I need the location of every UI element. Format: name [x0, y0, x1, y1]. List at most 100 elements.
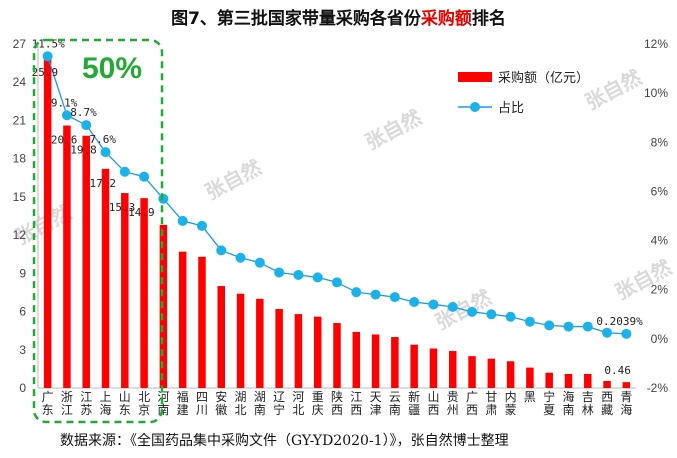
bar-data-label: 20.6: [51, 134, 78, 147]
share-point-陕西: [332, 277, 342, 288]
x-tick-label: 新疆: [408, 389, 420, 417]
x-tick-label: 陕西: [331, 389, 343, 417]
y-right-tick-label: 2%: [651, 283, 669, 297]
bar-海南: [564, 373, 573, 388]
x-tick-label: 山西: [427, 390, 439, 417]
share-point-广东: [42, 51, 53, 62]
bar-data-label: 17.2: [90, 177, 117, 190]
share-point-湖南: [254, 257, 265, 268]
chart-title: 图7、第三批国家带量采购各省份采购额排名: [0, 4, 677, 29]
x-tick-label: 湖北: [235, 389, 247, 417]
bar-广东: [43, 58, 52, 388]
bar-北京: [140, 198, 148, 388]
x-tick-label: 江苏: [80, 390, 92, 417]
share-point-山西: [428, 299, 439, 310]
x-tick-label: 山东: [119, 390, 131, 417]
bar-河南: [159, 224, 168, 388]
share-point-四川: [196, 220, 207, 231]
x-tick-label: 福建: [177, 389, 189, 417]
x-tick-label: 河南: [157, 390, 169, 417]
watermark-text: 张自然: [361, 105, 425, 154]
bar-浙江: [63, 125, 71, 388]
x-tick-label: 北京: [138, 390, 150, 417]
bar-湖南: [256, 298, 264, 388]
y-left-tick-label: 27: [13, 37, 27, 51]
legend-bar-label: 采购额（亿元）: [498, 70, 589, 86]
share-point-内蒙: [505, 311, 516, 322]
y-left-tick-label: 15: [13, 190, 27, 204]
y-left-tick-label: 0: [19, 381, 26, 395]
bar-青海: [622, 382, 631, 388]
bar-陕西: [333, 323, 341, 388]
y-right-tick-label: -2%: [647, 381, 669, 395]
right-y-axis: -2% 0% 2% 4% 6% 8% 10% 12%: [644, 37, 668, 395]
x-tick-label: 云南: [389, 390, 401, 417]
legend-line-marker: [470, 102, 480, 112]
share-point-海南: [563, 321, 574, 332]
watermark-text: 张自然: [611, 255, 675, 304]
share-point-云南: [389, 292, 400, 303]
share-point-河南: [158, 193, 169, 204]
x-tick-label: 甘肃: [485, 390, 497, 417]
bar-江西: [352, 331, 361, 388]
legend-bar-swatch: [458, 72, 492, 82]
bar-data-label: 19.8: [70, 144, 97, 157]
watermark-text: 张自然: [581, 65, 645, 114]
share-point-山东: [119, 166, 130, 177]
share-point-贵州: [447, 301, 458, 312]
x-axis-ticks: 广东浙江江苏上海山东北京河南福建四川安徽湖北湖南辽宁河北重庆陕西江西天津云南新疆…: [42, 389, 633, 417]
bar-series: [43, 58, 631, 388]
bar-data-label: 25.9: [32, 66, 59, 79]
bar-黑龙: [526, 367, 534, 388]
line-series: [42, 51, 632, 339]
bar-重庆: [313, 316, 322, 388]
bar-内蒙: [506, 361, 515, 388]
bar-四川: [198, 256, 206, 388]
title-highlight: 采购额: [420, 9, 472, 29]
y-left-tick-label: 21: [13, 113, 27, 127]
legend: 采购额（亿元） 占比: [458, 70, 589, 116]
annotation-50-percent: 50%: [82, 52, 142, 85]
bar-湖北: [236, 293, 245, 388]
x-tick-label: 吉林: [582, 390, 594, 417]
bar-data-label: 14.9: [128, 206, 155, 219]
share-point-黑龙: [524, 316, 535, 327]
x-tick-label: 广东: [42, 390, 54, 417]
share-point-安徽: [216, 245, 227, 256]
y-right-tick-label: 4%: [651, 234, 669, 248]
bar-贵州: [448, 351, 457, 388]
y-right-tick-label: 10%: [644, 86, 668, 100]
share-point-甘肃: [486, 309, 497, 320]
x-tick-label: 西藏: [601, 390, 613, 417]
line-data-label: 8.7%: [70, 106, 97, 119]
y-right-tick-label: 0%: [651, 332, 669, 346]
bar-辽宁: [275, 309, 283, 388]
line-data-label: 7.6%: [90, 133, 117, 146]
share-point-湖北: [235, 252, 246, 263]
x-tick-label: 辽宁: [273, 390, 285, 417]
bar-西藏: [603, 380, 611, 388]
share-point-江苏: [81, 120, 92, 131]
y-left-tick-label: 18: [13, 152, 27, 166]
x-tick-label: 宁夏: [543, 389, 555, 417]
bar-天津: [371, 334, 380, 388]
x-tick-label: 黑: [524, 390, 536, 404]
watermark-text: 张自然: [201, 155, 265, 204]
data-labels: 25.9 20.619.8 17.2 15.314.9 0.46 11.5% 9.1%8.7…: [32, 37, 643, 377]
share-line: [47, 56, 627, 335]
share-point-辽宁: [274, 267, 285, 278]
highlight-box: [32, 38, 164, 424]
bar-宁夏: [545, 372, 553, 388]
share-point-吉林: [582, 321, 593, 332]
share-point-江西: [351, 287, 362, 298]
x-tick-label: 广西: [466, 390, 478, 417]
bar-江苏: [82, 135, 90, 388]
title-suffix: 排名: [471, 9, 506, 29]
share-point-重庆: [312, 272, 323, 283]
share-point-福建: [177, 215, 188, 226]
y-right-tick-label: 8%: [651, 135, 669, 149]
footer-source: 数据来源：《全国药品集中采购文件（GY-YD2020-1）》，张自然博士整理: [60, 433, 509, 449]
title-prefix: 图7、第三批国家带量采购各省份: [171, 9, 421, 29]
